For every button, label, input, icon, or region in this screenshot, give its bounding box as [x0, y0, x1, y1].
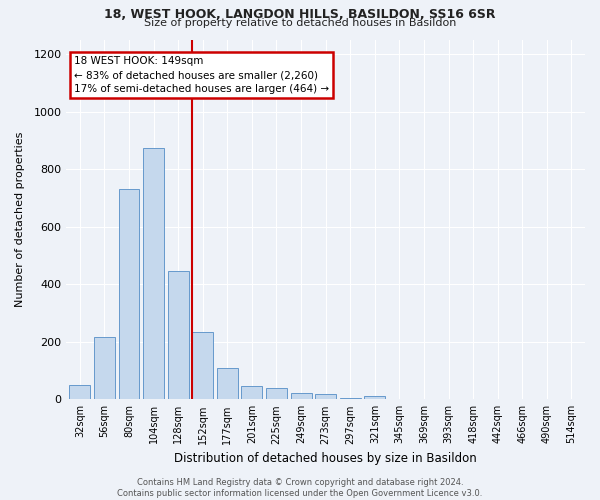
Bar: [364, 396, 385, 400]
Y-axis label: Number of detached properties: Number of detached properties: [15, 132, 25, 308]
Bar: [70, 385, 90, 400]
Text: Contains HM Land Registry data © Crown copyright and database right 2024.
Contai: Contains HM Land Registry data © Crown c…: [118, 478, 482, 498]
Bar: [193, 332, 213, 400]
Bar: [143, 148, 164, 400]
Bar: [168, 270, 188, 400]
Bar: [315, 394, 336, 400]
Bar: [119, 190, 139, 400]
Bar: [217, 368, 238, 400]
Text: 18 WEST HOOK: 149sqm
← 83% of detached houses are smaller (2,260)
17% of semi-de: 18 WEST HOOK: 149sqm ← 83% of detached h…: [74, 56, 329, 94]
Bar: [340, 398, 361, 400]
Text: 18, WEST HOOK, LANGDON HILLS, BASILDON, SS16 6SR: 18, WEST HOOK, LANGDON HILLS, BASILDON, …: [104, 8, 496, 20]
Bar: [290, 393, 311, 400]
Bar: [94, 336, 115, 400]
Text: Size of property relative to detached houses in Basildon: Size of property relative to detached ho…: [144, 18, 456, 28]
Bar: [241, 386, 262, 400]
Bar: [266, 388, 287, 400]
X-axis label: Distribution of detached houses by size in Basildon: Distribution of detached houses by size …: [174, 452, 477, 465]
